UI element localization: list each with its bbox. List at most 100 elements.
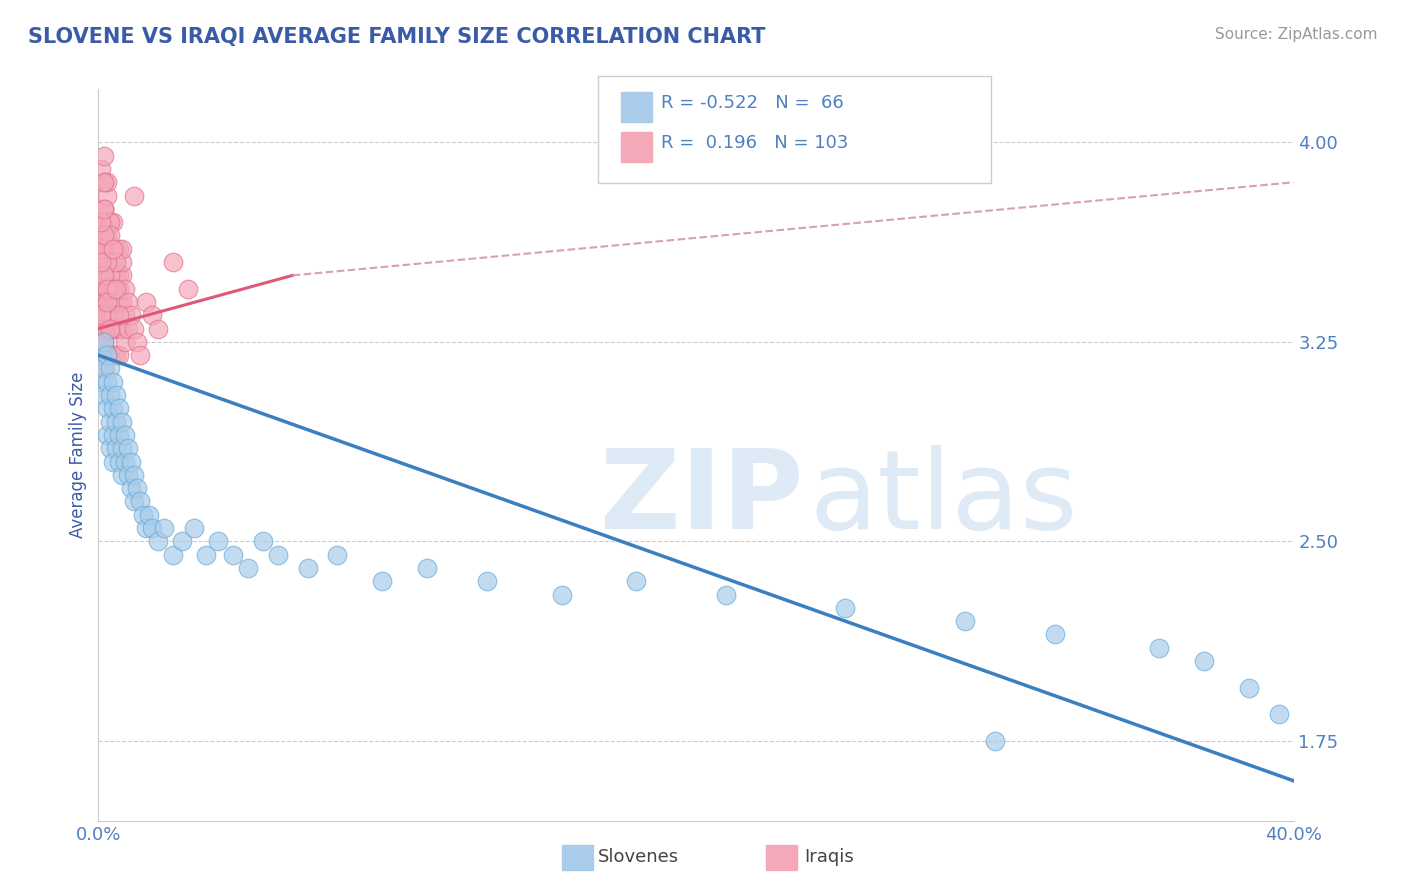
Point bbox=[103, 242, 125, 256]
Point bbox=[93, 255, 115, 269]
Point bbox=[90, 215, 112, 229]
Point bbox=[1043, 627, 1066, 641]
Point bbox=[93, 228, 115, 243]
Point bbox=[105, 282, 128, 296]
Point bbox=[103, 348, 125, 362]
Point bbox=[103, 215, 125, 229]
Point bbox=[96, 348, 118, 362]
Point bbox=[96, 401, 118, 416]
Point bbox=[105, 415, 128, 429]
Point bbox=[98, 268, 122, 283]
Point bbox=[98, 255, 122, 269]
Text: atlas: atlas bbox=[810, 445, 1078, 552]
Point bbox=[98, 348, 122, 362]
Point bbox=[111, 415, 134, 429]
Point bbox=[98, 282, 122, 296]
Point bbox=[96, 175, 118, 189]
Point bbox=[93, 295, 115, 310]
Point bbox=[103, 308, 125, 322]
Point bbox=[98, 308, 122, 322]
Point bbox=[98, 215, 122, 229]
Point bbox=[93, 175, 115, 189]
Point bbox=[96, 348, 118, 362]
Point bbox=[111, 255, 134, 269]
Point bbox=[550, 588, 572, 602]
Text: R = -0.522   N =  66: R = -0.522 N = 66 bbox=[661, 94, 844, 112]
Point bbox=[93, 202, 115, 216]
Point bbox=[105, 282, 128, 296]
Point bbox=[117, 295, 139, 310]
Point bbox=[93, 202, 115, 216]
Point bbox=[93, 308, 115, 322]
Point bbox=[103, 295, 125, 310]
Point bbox=[183, 521, 205, 535]
Point bbox=[135, 295, 157, 310]
Point bbox=[135, 521, 157, 535]
Point bbox=[129, 348, 152, 362]
Point bbox=[103, 321, 125, 335]
Point bbox=[103, 401, 125, 416]
Point bbox=[117, 442, 139, 456]
Point bbox=[98, 295, 122, 310]
Text: SLOVENE VS IRAQI AVERAGE FAMILY SIZE CORRELATION CHART: SLOVENE VS IRAQI AVERAGE FAMILY SIZE COR… bbox=[28, 27, 766, 46]
Point bbox=[108, 242, 131, 256]
Point bbox=[90, 161, 112, 176]
Point bbox=[105, 442, 128, 456]
Point bbox=[96, 308, 118, 322]
Point bbox=[90, 268, 112, 283]
Point bbox=[120, 308, 142, 322]
Point bbox=[626, 574, 648, 589]
Text: Slovenes: Slovenes bbox=[598, 848, 679, 866]
Point bbox=[105, 268, 128, 283]
Point bbox=[103, 282, 125, 296]
Point bbox=[98, 415, 122, 429]
Point bbox=[96, 242, 118, 256]
Point bbox=[98, 388, 122, 402]
Point bbox=[267, 548, 290, 562]
Point bbox=[105, 255, 128, 269]
Point bbox=[93, 268, 115, 283]
Point bbox=[93, 149, 115, 163]
Point bbox=[93, 334, 115, 349]
Point bbox=[172, 534, 194, 549]
Point bbox=[103, 268, 125, 283]
Point bbox=[93, 202, 115, 216]
Point bbox=[117, 467, 139, 482]
Point bbox=[90, 255, 112, 269]
Point bbox=[96, 375, 118, 389]
Point bbox=[93, 282, 115, 296]
Point bbox=[108, 308, 131, 322]
Point bbox=[105, 388, 128, 402]
Point bbox=[1192, 654, 1215, 668]
Point bbox=[120, 454, 142, 468]
Point bbox=[114, 428, 136, 442]
Point bbox=[108, 428, 131, 442]
Point bbox=[111, 242, 134, 256]
Point bbox=[148, 534, 170, 549]
Point bbox=[96, 348, 118, 362]
Point bbox=[475, 574, 498, 589]
Point bbox=[105, 295, 128, 310]
Point bbox=[98, 228, 122, 243]
Point bbox=[103, 428, 125, 442]
Point bbox=[111, 442, 134, 456]
Point bbox=[103, 242, 125, 256]
Point bbox=[108, 282, 131, 296]
Y-axis label: Average Family Size: Average Family Size bbox=[69, 372, 87, 538]
Point bbox=[90, 321, 112, 335]
Point bbox=[96, 282, 118, 296]
Point bbox=[953, 614, 976, 628]
Point bbox=[1237, 681, 1260, 695]
Point bbox=[96, 255, 118, 269]
Point bbox=[96, 282, 118, 296]
Point bbox=[132, 508, 155, 522]
Text: Iraqis: Iraqis bbox=[804, 848, 853, 866]
Point bbox=[96, 295, 118, 310]
Point bbox=[93, 334, 115, 349]
Point bbox=[127, 481, 149, 495]
Point bbox=[141, 521, 163, 535]
Point bbox=[124, 321, 146, 335]
Point bbox=[108, 268, 131, 283]
Point bbox=[96, 228, 118, 243]
Point bbox=[326, 548, 349, 562]
